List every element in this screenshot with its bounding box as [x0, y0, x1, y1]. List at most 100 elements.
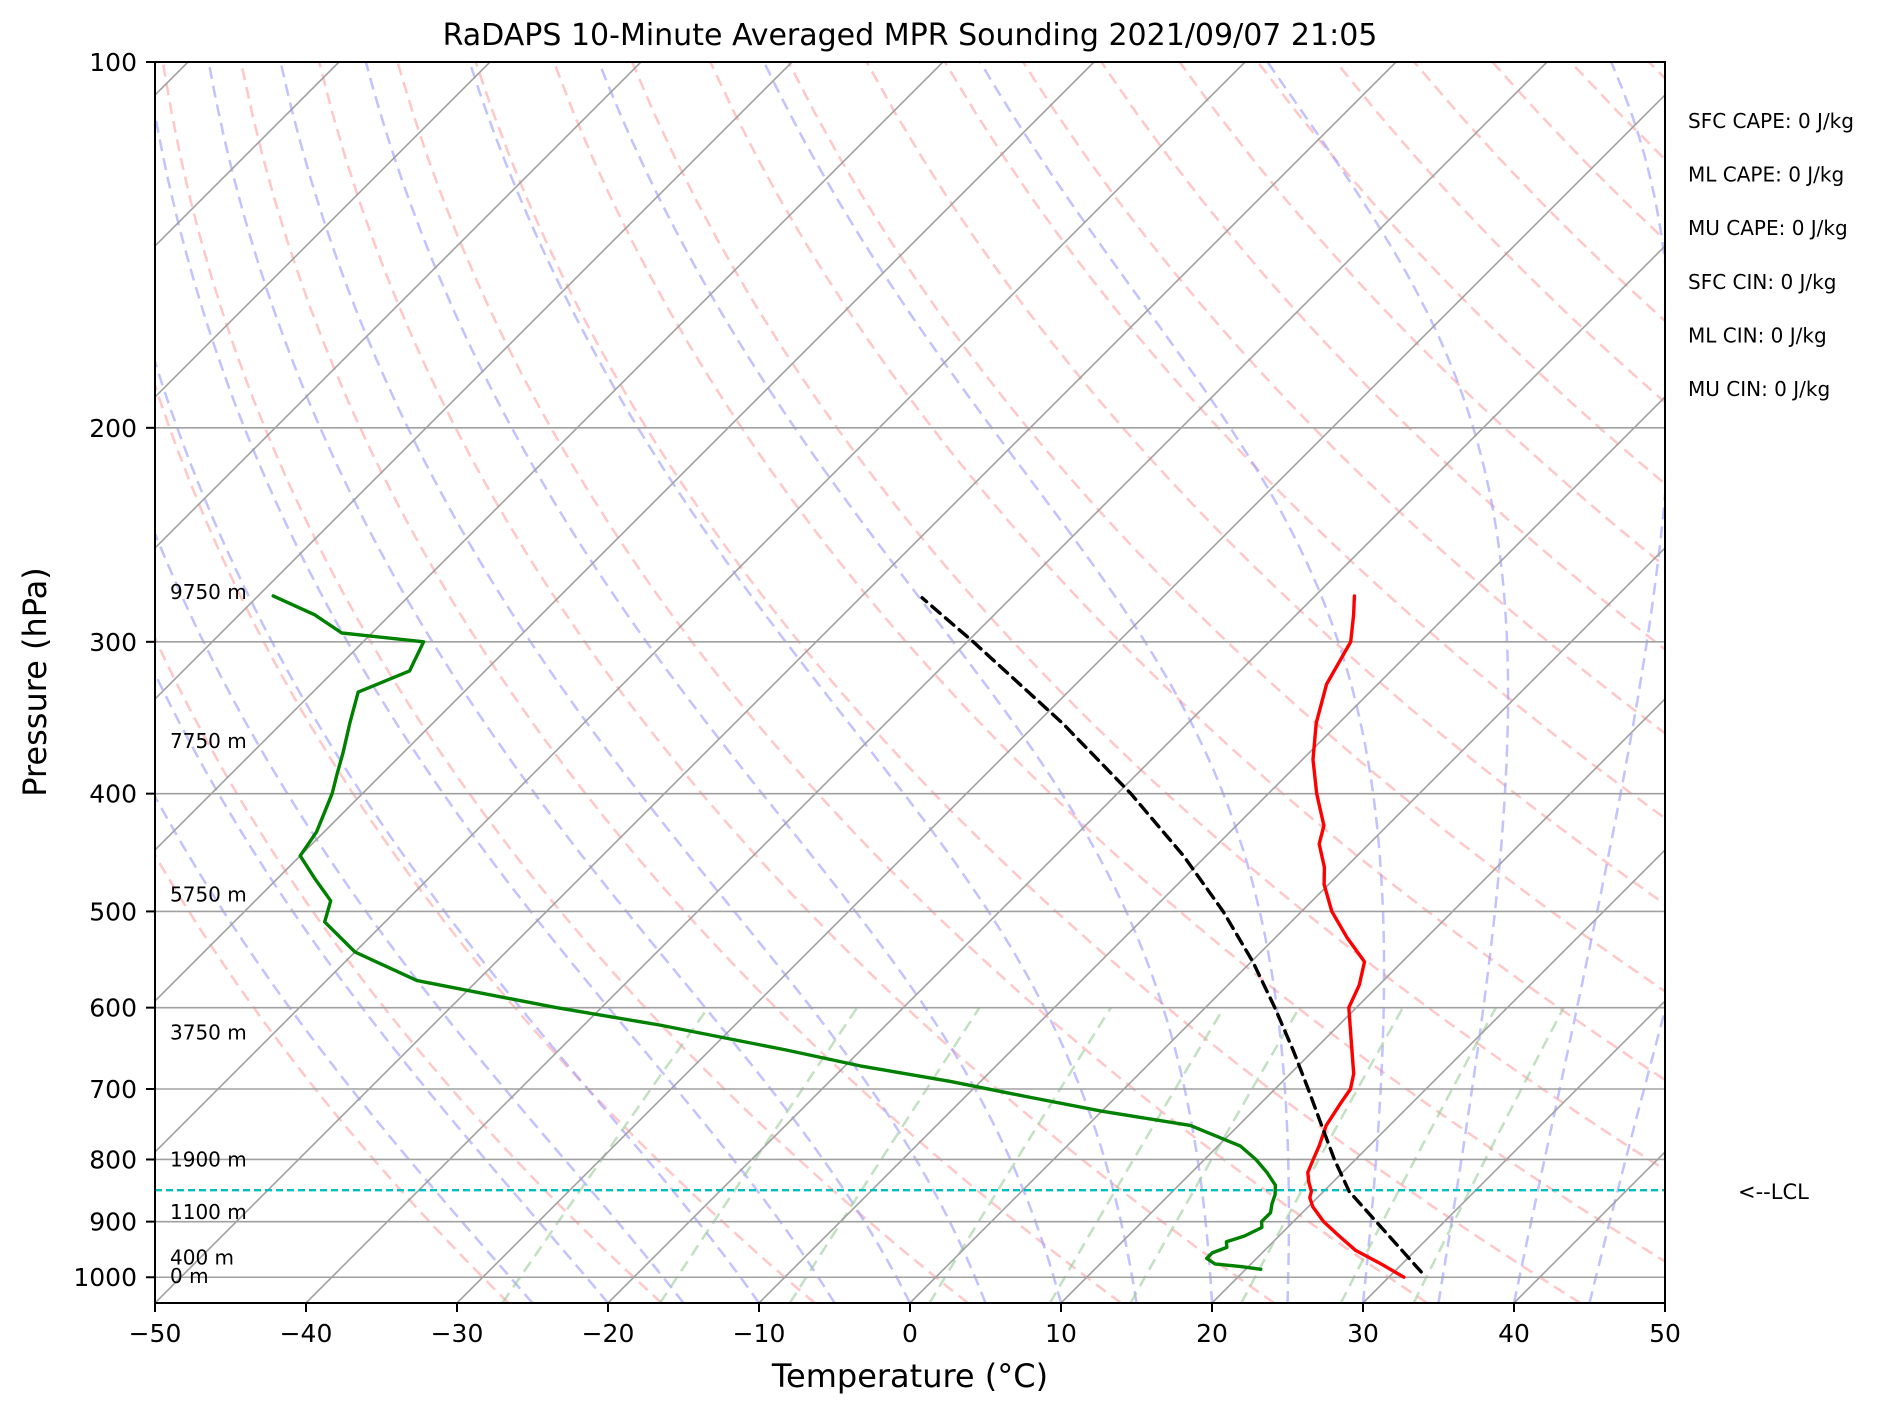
dry-adiabat: [1569, 62, 1665, 161]
dry-adiabat: [709, 62, 1665, 1082]
x-tick-label: 30: [1347, 1319, 1379, 1348]
dewpoint-profile: [271, 594, 1278, 1271]
height-marker: 1100 m: [170, 1200, 247, 1224]
mixing-ratio-line: [1129, 1006, 1301, 1303]
isotherm: [155, 62, 944, 852]
height-marker: 3750 m: [170, 1021, 247, 1045]
lcl-label: <--LCL: [1738, 1180, 1809, 1204]
y-tick-label: 300: [89, 628, 137, 657]
mixing-ratio-line: [501, 1006, 710, 1303]
isotherm: [909, 546, 1665, 1303]
y-tick-label: 800: [89, 1145, 137, 1174]
dry-adiabat: [1335, 62, 1665, 404]
dry-adiabat: [552, 62, 1665, 1263]
dry-adiabat: [155, 381, 816, 1303]
index-text: SFC CAPE: 0 J/kg: [1688, 109, 1854, 133]
x-tick-label: −30: [431, 1319, 484, 1348]
dry-adiabat: [155, 635, 663, 1303]
moist-adiabat: [155, 107, 836, 1303]
y-tick-label: 700: [89, 1075, 137, 1104]
isotherm: [607, 244, 1665, 1303]
isotherm: [305, 62, 1548, 1303]
mixing-ratio-line: [659, 1006, 859, 1303]
y-tick-label: 900: [89, 1208, 137, 1237]
x-tick-label: −50: [129, 1319, 182, 1348]
dry-adiabat: [1727, 62, 1882, 1303]
dry-adiabat: [1648, 62, 1665, 81]
profiles: [271, 594, 1423, 1279]
isotherm: [1362, 999, 1665, 1303]
axes: −50 −40 −30 −20 −10 0 10 20 30 40 50 100 200 300 400 50…: [73, 48, 1681, 1348]
x-tick-label: 0: [902, 1319, 918, 1348]
moist-adiabat: [1512, 62, 1665, 1303]
moist-adiabat: [155, 794, 534, 1303]
mixing-ratio-line: [928, 1006, 1112, 1303]
height-marker: 5750 m: [170, 882, 247, 906]
mixing-ratio-line: [1048, 1006, 1225, 1303]
height-labels: 9750 m 7750 m 5750 m 3750 m 1900 m 1100 m 400 …: [170, 580, 247, 1288]
dry-adiabat: [1491, 62, 1665, 242]
x-tick-label: 20: [1196, 1319, 1228, 1348]
height-marker: 7750 m: [170, 729, 247, 753]
y-tick-label: 100: [89, 48, 137, 77]
moist-adiabat: [155, 530, 685, 1303]
moist-adiabat: [279, 62, 987, 1303]
index-text: MU CIN: 0 J/kg: [1688, 377, 1830, 401]
moist-adiabat: [364, 62, 1063, 1303]
mixing-ratio-line: [1240, 1006, 1404, 1303]
dry-adiabat: [317, 62, 1275, 1303]
x-tick-label: 50: [1649, 1319, 1681, 1348]
isotherm: [1211, 848, 1665, 1303]
x-axis-label: Temperature (°C): [771, 1357, 1048, 1395]
moist-adiabat: [979, 62, 1386, 1303]
height-marker: 9750 m: [170, 580, 247, 604]
height-marker: 0 m: [170, 1264, 209, 1288]
moist-adiabat: [1588, 1005, 1665, 1303]
moist-adiabat: [207, 62, 912, 1303]
dry-adiabat: [474, 62, 1582, 1303]
background-lines: [155, 62, 1882, 1303]
index-text: SFC CIN: 0 J/kg: [1688, 270, 1836, 294]
height-marker: 400 m: [170, 1245, 234, 1269]
y-tick-label: 600: [89, 994, 137, 1023]
moist-adiabat: [468, 62, 1138, 1303]
dry-adiabat: [787, 62, 1665, 993]
isotherm: [155, 62, 793, 701]
x-tick-label: 10: [1045, 1319, 1077, 1348]
mixing-ratio-line: [1339, 1007, 1497, 1303]
x-tick-label: −10: [733, 1319, 786, 1348]
x-tick-label: 40: [1498, 1319, 1530, 1348]
dry-adiabat: [161, 62, 969, 1303]
moist-adiabat: [155, 357, 761, 1303]
temperature-profile: [1306, 594, 1406, 1279]
y-tick-label: 400: [89, 780, 137, 809]
index-text: ML CIN: 0 J/kg: [1688, 323, 1827, 347]
moist-adiabat: [597, 62, 1214, 1303]
isotherm: [155, 62, 1095, 1003]
dry-adiabat: [239, 62, 1122, 1303]
dry-adiabat: [1100, 62, 1665, 651]
height-marker: 1900 m: [170, 1147, 247, 1171]
stability-indices: SFC CAPE: 0 J/kg ML CAPE: 0 J/kg MU CAPE: …: [1688, 109, 1854, 401]
dry-adiabat: [630, 62, 1665, 1172]
isotherm: [456, 93, 1665, 1303]
y-tick-label: 500: [89, 897, 137, 926]
chart-title: RaDAPS 10-Minute Averaged MPR Sounding 2…: [443, 18, 1378, 53]
dry-adiabat: [1413, 62, 1665, 323]
isotherm: [1060, 697, 1665, 1303]
dry-adiabat: [943, 62, 1665, 820]
isotherm: [758, 395, 1665, 1303]
dry-adiabat: [155, 852, 510, 1303]
moist-adiabat: [1266, 62, 1510, 1303]
x-tick-label: −40: [280, 1319, 333, 1348]
y-axis-label: Pressure (hPa): [16, 567, 54, 797]
mixing-ratio-line: [788, 1006, 981, 1303]
isotherm: [155, 62, 1397, 1303]
isotherm: [155, 62, 642, 550]
mixing-ratio-line: [1412, 1007, 1565, 1303]
parcel-profile: [920, 596, 1423, 1274]
x-tick-label: −20: [582, 1319, 635, 1348]
y-tick-label: 200: [89, 414, 137, 443]
index-text: ML CAPE: 0 J/kg: [1688, 163, 1844, 187]
